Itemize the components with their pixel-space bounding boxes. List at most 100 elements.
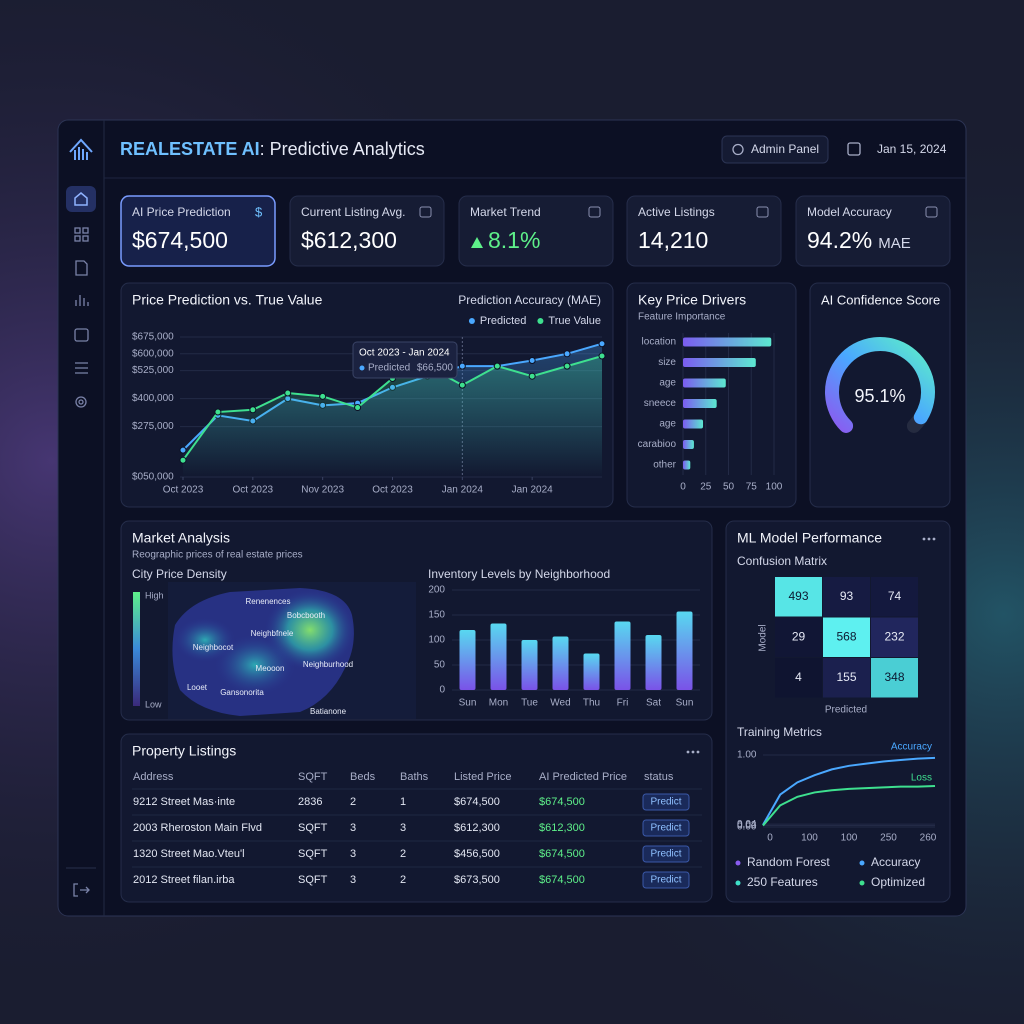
matrix-cell [823, 658, 870, 698]
predict-button[interactable] [642, 819, 690, 837]
x-tick-label: Fri [617, 698, 629, 709]
bar [583, 653, 600, 690]
panel-title: Property Listings [132, 743, 236, 759]
kpi-icon: $ [255, 204, 263, 219]
date: Jan 15, 2024 [877, 142, 947, 156]
x-tick-label: Nov 2023 [301, 485, 344, 496]
x-tick-label: Jan 2024 [512, 485, 554, 496]
legend-swatch [859, 860, 865, 866]
column-header: SQFT [298, 771, 328, 783]
series-area [183, 356, 602, 477]
matrix-cell [775, 577, 822, 617]
nav-grid[interactable] [74, 227, 81, 234]
panel [120, 733, 713, 903]
matrix-x-label: Predicted [825, 705, 867, 716]
panel [120, 195, 276, 267]
nav-logout[interactable] [73, 883, 90, 897]
matrix-cell [871, 617, 918, 657]
color-legend [133, 592, 140, 706]
bar [683, 419, 704, 429]
legend-label: Accuracy [871, 855, 920, 869]
legend-label: Predicted [480, 315, 526, 327]
date-box[interactable] [840, 136, 950, 163]
cell: 2 [400, 874, 406, 886]
panel [289, 195, 445, 267]
matrix-cell [775, 658, 822, 698]
matrix-value: 348 [884, 670, 904, 684]
map-label: Renenences [246, 597, 291, 606]
y-tick-label: 100 [428, 635, 445, 646]
tooltip-swatch [359, 365, 365, 371]
home-icon [74, 192, 88, 206]
x-tick-label: 0 [767, 833, 773, 844]
series-label: Accuracy [891, 742, 932, 753]
matrix-value: 155 [836, 670, 856, 684]
point [319, 392, 327, 400]
chart-title: Price Prediction vs. True Value [132, 292, 323, 308]
kpi-label: Model Accuracy [807, 205, 892, 219]
heat-spot [215, 635, 295, 695]
nav-list[interactable] [75, 362, 88, 374]
point [563, 362, 571, 370]
legend-swatch [859, 880, 865, 886]
logo [69, 138, 93, 160]
nav-home[interactable] [66, 186, 96, 212]
chart-title: Training Metrics [737, 725, 822, 739]
matrix-cell [823, 617, 870, 657]
y-tick-label: $275,000 [132, 421, 174, 432]
nav-settings[interactable] [75, 396, 87, 408]
gauge-label: 95.1% [854, 386, 905, 406]
kpi-value: 94.2% [807, 227, 872, 253]
cell: 9212 Street Mas·inte [133, 796, 235, 808]
point [214, 408, 222, 416]
series-line [762, 756, 936, 826]
nav-calc[interactable] [74, 328, 89, 342]
predict-button[interactable] [642, 871, 690, 889]
x-tick-label: Tue [521, 698, 538, 709]
cell: SQFT [298, 848, 328, 860]
category-label: age [659, 378, 676, 389]
y-tick-label: 1.00 [737, 750, 757, 761]
cell: $674,500 [539, 796, 585, 808]
menu-dot [696, 750, 700, 754]
panel-subtitle: Reographic prices of real estate prices [132, 550, 303, 561]
bar [521, 640, 538, 690]
cell: 3 [400, 822, 406, 834]
matrix-value: 4 [795, 670, 802, 684]
predict-label: Predict [650, 875, 681, 886]
predict-button[interactable] [642, 793, 690, 811]
legend-swatch [735, 880, 741, 886]
nav-doc[interactable] [75, 260, 88, 276]
x-tick-label: Oct 2023 [233, 485, 274, 496]
admin-button[interactable] [721, 135, 829, 164]
kpi-value: 8.1% [488, 227, 540, 253]
map-label: Meooon [256, 664, 285, 673]
series-line [762, 784, 936, 827]
point [493, 362, 501, 370]
matrix-value: 568 [836, 630, 856, 644]
nav-chart[interactable] [75, 295, 89, 306]
column-header: Address [133, 771, 174, 783]
nav-icons [66, 227, 96, 897]
kpi-icon [588, 206, 601, 218]
x-tick-label: 260 [920, 833, 937, 844]
point [598, 352, 606, 360]
matrix-cell [775, 617, 822, 657]
cell: $674,500 [539, 848, 585, 860]
kpi-icon [756, 206, 769, 218]
category-label: size [658, 357, 676, 368]
predict-label: Predict [650, 797, 681, 808]
kpi-label: Market Trend [470, 205, 541, 219]
bar [614, 621, 631, 690]
matrix-value: 232 [884, 630, 904, 644]
cell: SQFT [298, 874, 328, 886]
cell: 1320 Street Mao.Vteu'l [133, 848, 245, 860]
kpi-icon [925, 206, 938, 218]
predict-button[interactable] [642, 845, 690, 863]
bar [552, 636, 569, 690]
x-tick-label: 250 [880, 833, 897, 844]
category-label: location [642, 337, 676, 348]
matrix-value: 29 [792, 630, 806, 644]
matrix-value: 93 [840, 589, 854, 603]
bar [683, 358, 756, 367]
